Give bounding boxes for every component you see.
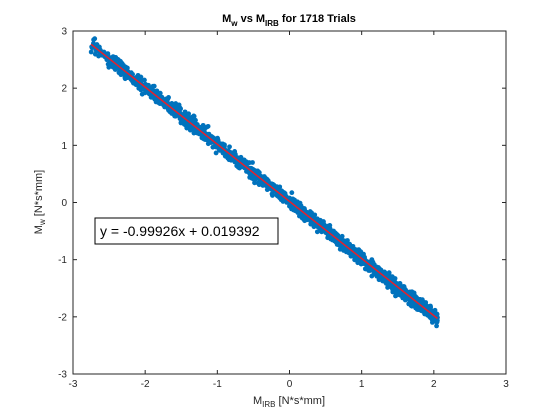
y-axis-label: Mw [N*s*mm] <box>33 170 47 234</box>
plot-area: -3 -2 -1 0 1 2 3 -3 -2 -1 0 1 2 3 <box>58 27 509 391</box>
data-point <box>427 314 432 320</box>
data-point <box>252 180 257 186</box>
data-point <box>227 144 232 150</box>
data-point <box>264 177 270 182</box>
data-point <box>169 110 175 116</box>
data-point <box>255 180 261 186</box>
x-tick-label: -1 <box>213 379 222 390</box>
data-point <box>370 259 376 265</box>
data-point <box>199 135 205 141</box>
data-point <box>160 102 166 108</box>
data-point <box>232 151 238 157</box>
y-tick-label: 2 <box>61 84 67 95</box>
data-point <box>339 233 345 239</box>
data-point <box>319 229 325 235</box>
y-tick-label: -1 <box>58 255 67 266</box>
data-point <box>191 113 197 119</box>
data-point <box>91 37 97 43</box>
data-point <box>434 323 439 329</box>
data-point <box>142 90 148 96</box>
data-point <box>149 93 155 99</box>
x-tick-label: 2 <box>431 379 437 390</box>
data-point <box>345 238 350 243</box>
y-tick-label: 1 <box>61 141 67 152</box>
x-tick-label: 3 <box>503 379 509 390</box>
data-point <box>213 150 219 156</box>
equation-box <box>94 217 279 245</box>
data-point <box>204 124 210 130</box>
data-point <box>401 295 406 301</box>
data-point <box>173 113 179 119</box>
data-point <box>367 268 373 273</box>
data-point <box>397 281 403 286</box>
data-point <box>116 59 122 65</box>
data-point <box>151 83 157 89</box>
data-point <box>247 160 252 166</box>
data-point <box>434 317 440 323</box>
data-point <box>136 75 142 81</box>
data-point <box>153 99 159 105</box>
data-point <box>348 243 354 249</box>
data-point <box>142 77 147 83</box>
equation-text: y = -0.99926x + 0.019392 <box>100 223 260 239</box>
data-point <box>270 193 275 198</box>
x-tick-label: -3 <box>69 379 78 390</box>
y-tick-label: -2 <box>58 312 67 323</box>
data-point <box>331 228 336 234</box>
data-point <box>327 226 333 231</box>
data-point <box>325 235 331 241</box>
data-point <box>119 70 125 76</box>
data-point <box>411 292 417 298</box>
data-point <box>88 49 94 55</box>
y-tick-label: 0 <box>61 198 67 209</box>
data-point <box>96 53 101 59</box>
data-point <box>261 174 267 179</box>
data-point <box>386 270 392 276</box>
x-tick-label: 1 <box>359 379 365 390</box>
fit-line <box>90 43 438 320</box>
data-point <box>228 157 234 163</box>
data-point <box>332 238 338 244</box>
data-point <box>377 275 382 281</box>
y-tick-label: 3 <box>61 27 67 38</box>
y-tick-label: -3 <box>58 370 67 381</box>
data-point <box>352 257 358 263</box>
data-point <box>301 217 307 223</box>
data-point <box>210 144 216 150</box>
data-point <box>110 54 116 60</box>
x-tick-label: 0 <box>287 379 293 390</box>
data-point <box>247 174 253 180</box>
data-point <box>183 123 189 129</box>
data-point <box>393 290 399 296</box>
data-point <box>428 304 433 310</box>
x-axis-label: MIRB [N*s*mm] <box>253 395 325 409</box>
chart-title: Mw vs MIRB for 1718 Trials <box>222 13 356 28</box>
data-point <box>255 168 261 174</box>
data-point <box>123 74 129 79</box>
data-point <box>361 251 366 257</box>
x-tick-label: -2 <box>141 379 150 390</box>
data-point <box>289 190 295 196</box>
data-point <box>362 266 368 272</box>
data-point <box>174 104 180 110</box>
equation-annotation: y = -0.99926x + 0.019392 <box>94 217 279 245</box>
data-point <box>189 118 195 124</box>
data-point <box>194 122 200 127</box>
data-point <box>308 221 314 227</box>
axis-ticks: -3 -2 -1 0 1 2 3 -3 -2 -1 0 1 2 3 <box>58 27 509 391</box>
data-point <box>412 303 418 309</box>
